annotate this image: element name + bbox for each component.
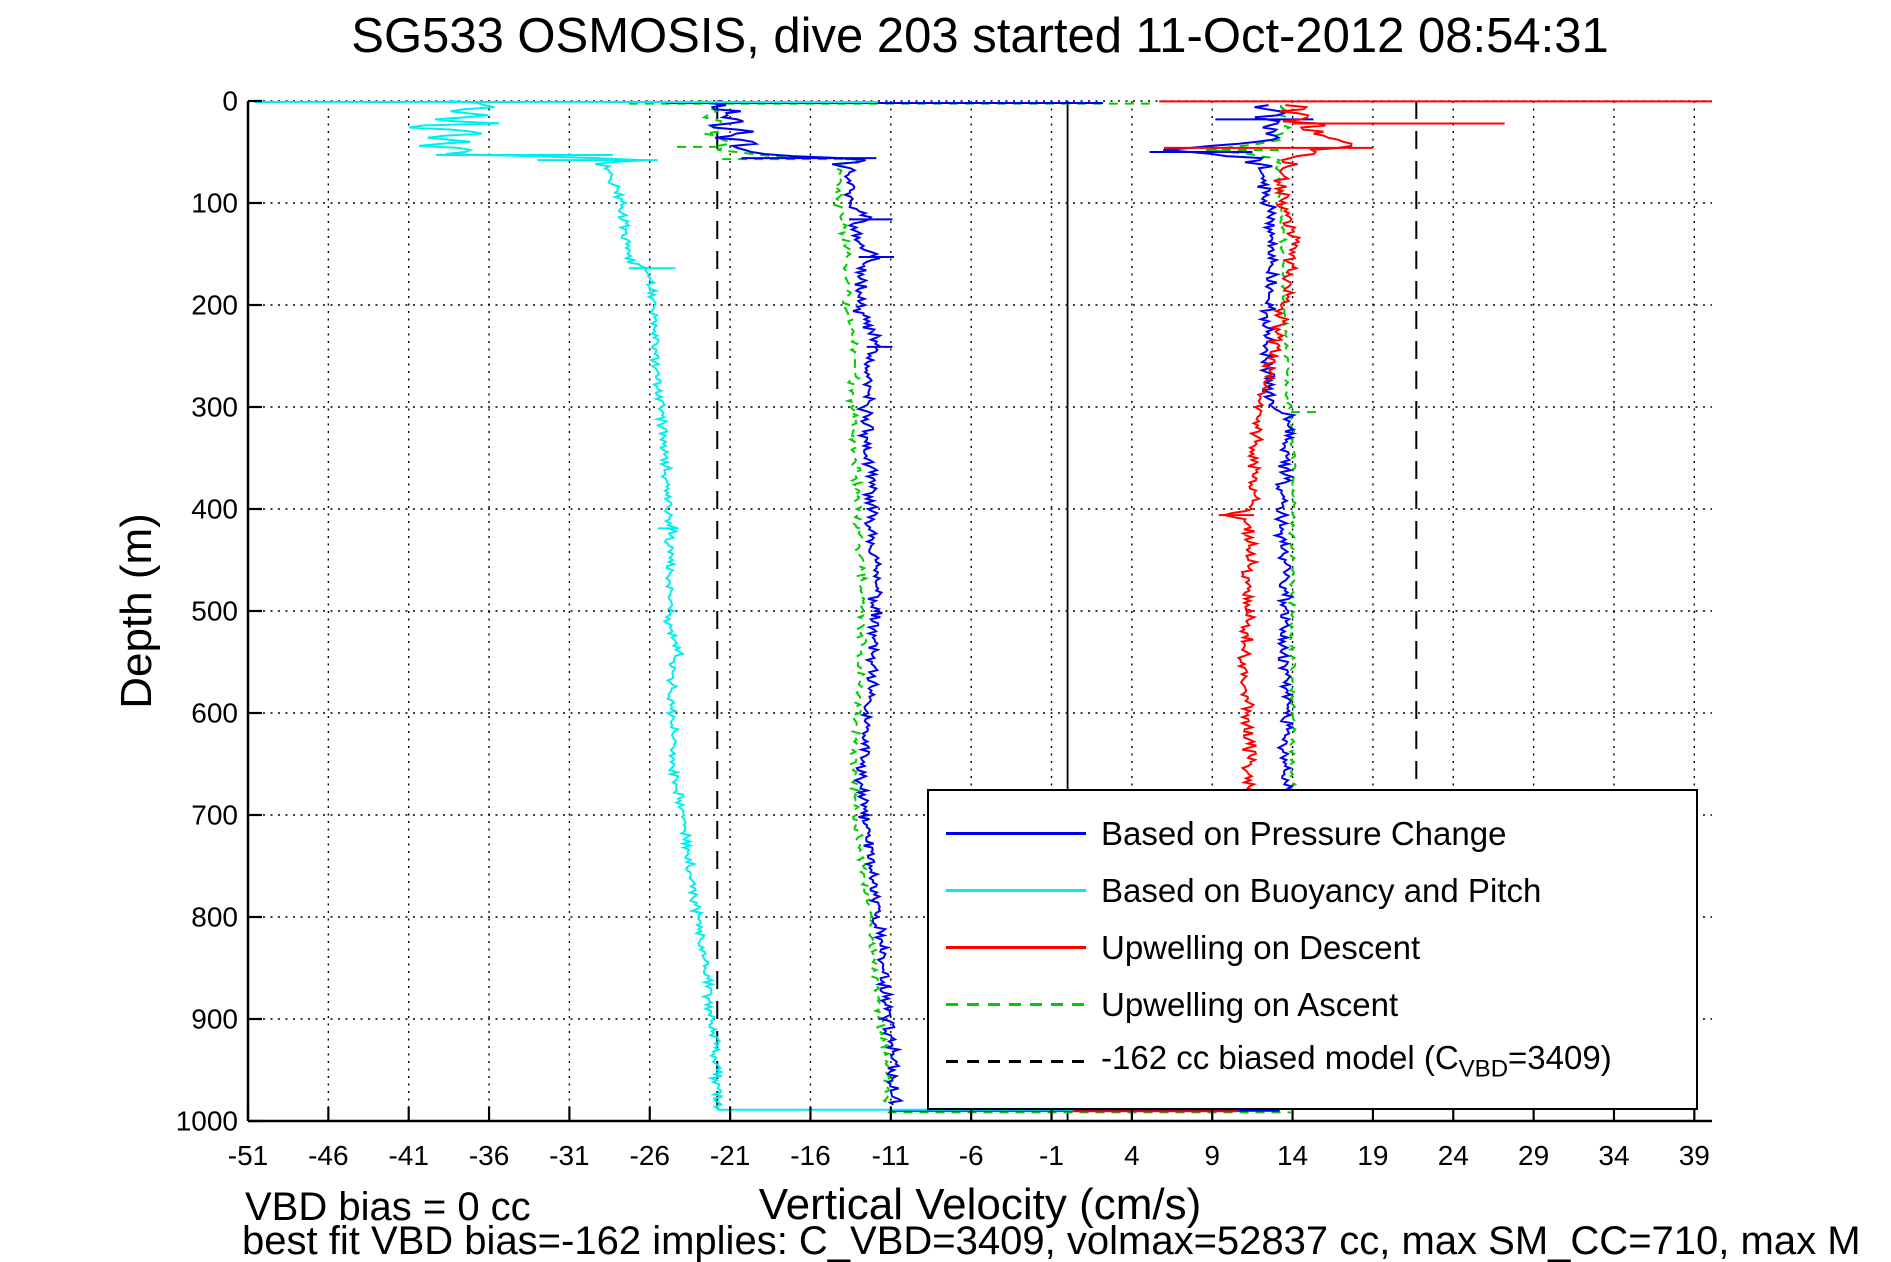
x-tick-label: 34 xyxy=(1598,1140,1629,1171)
legend-label: Based on Buoyancy and Pitch xyxy=(1101,871,1542,909)
x-tick-label: -21 xyxy=(710,1140,750,1171)
y-tick-label: 900 xyxy=(191,1004,238,1035)
x-tick-label: 24 xyxy=(1438,1140,1469,1171)
x-tick-label: 4 xyxy=(1124,1140,1140,1171)
best-fit-annotation: best fit VBD bias=-162 implies: C_VBD=34… xyxy=(242,1219,1861,1262)
x-tick-label: 29 xyxy=(1518,1140,1549,1171)
y-tick-label: 400 xyxy=(191,494,238,525)
y-tick-label: 500 xyxy=(191,596,238,627)
x-tick-label: -16 xyxy=(790,1140,830,1171)
y-tick-label: 1000 xyxy=(176,1106,238,1137)
series-based-on-pressure-change-descent xyxy=(707,100,905,1106)
y-tick-label: 100 xyxy=(191,188,238,219)
legend-line-sample-black-dashed xyxy=(946,1060,1086,1063)
x-tick-label: -36 xyxy=(469,1140,509,1171)
x-tick-label: -11 xyxy=(872,1140,910,1171)
legend: Based on Pressure Change Based on Buoyan… xyxy=(927,789,1698,1110)
x-tick-label: -31 xyxy=(549,1140,589,1171)
x-tick-label: -26 xyxy=(630,1140,670,1171)
legend-label: -162 cc biased model (CVBD=3409) xyxy=(1101,1039,1612,1083)
legend-item-biased-model: -162 cc biased model (CVBD=3409) xyxy=(929,1033,1696,1090)
x-tick-label: 19 xyxy=(1357,1140,1388,1171)
series-upwelling-on-ascent-descent-side xyxy=(699,100,894,1106)
y-tick-label: 800 xyxy=(191,902,238,933)
y-axis-label: Depth (m) xyxy=(112,513,161,709)
legend-label: Upwelling on Ascent xyxy=(1101,985,1399,1023)
y-tick-label: 600 xyxy=(191,698,238,729)
x-tick-label: -51 xyxy=(228,1140,268,1171)
x-tick-label: -1 xyxy=(1039,1140,1064,1171)
x-tick-label: -41 xyxy=(388,1140,428,1171)
legend-line-sample-cyan xyxy=(946,889,1086,892)
legend-item-upwelling-descent: Upwelling on Descent xyxy=(929,919,1696,976)
y-tick-label: 200 xyxy=(191,290,238,321)
x-axis-label: Vertical Velocity (cm/s) xyxy=(758,1180,1202,1229)
y-tick-label: 300 xyxy=(191,392,238,423)
legend-line-sample-red xyxy=(946,946,1086,949)
x-tick-label: 39 xyxy=(1679,1140,1710,1171)
legend-label: Based on Pressure Change xyxy=(1101,814,1507,852)
y-tick-label: 700 xyxy=(191,800,238,831)
legend-item-upwelling-ascent: Upwelling on Ascent xyxy=(929,976,1696,1033)
legend-label: Upwelling on Descent xyxy=(1101,928,1421,966)
legend-item-buoyancy-pitch: Based on Buoyancy and Pitch xyxy=(929,862,1696,919)
series-based-on-buoyancy-and-pitch-descent xyxy=(408,100,724,1110)
x-tick-label: 9 xyxy=(1204,1140,1220,1171)
vbd-bias-annotation: VBD bias = 0 cc xyxy=(245,1185,531,1229)
x-tick-label: -6 xyxy=(959,1140,984,1171)
y-tick-label: 0 xyxy=(222,86,238,117)
x-tick-label: -46 xyxy=(308,1140,348,1171)
chart-title: SG533 OSMOSIS, dive 203 started 11-Oct-2… xyxy=(351,9,1609,63)
legend-line-sample-green-dashed xyxy=(946,1003,1086,1006)
legend-item-pressure-change: Based on Pressure Change xyxy=(929,805,1696,862)
legend-line-sample-blue xyxy=(946,832,1086,835)
x-tick-label: 14 xyxy=(1277,1140,1308,1171)
